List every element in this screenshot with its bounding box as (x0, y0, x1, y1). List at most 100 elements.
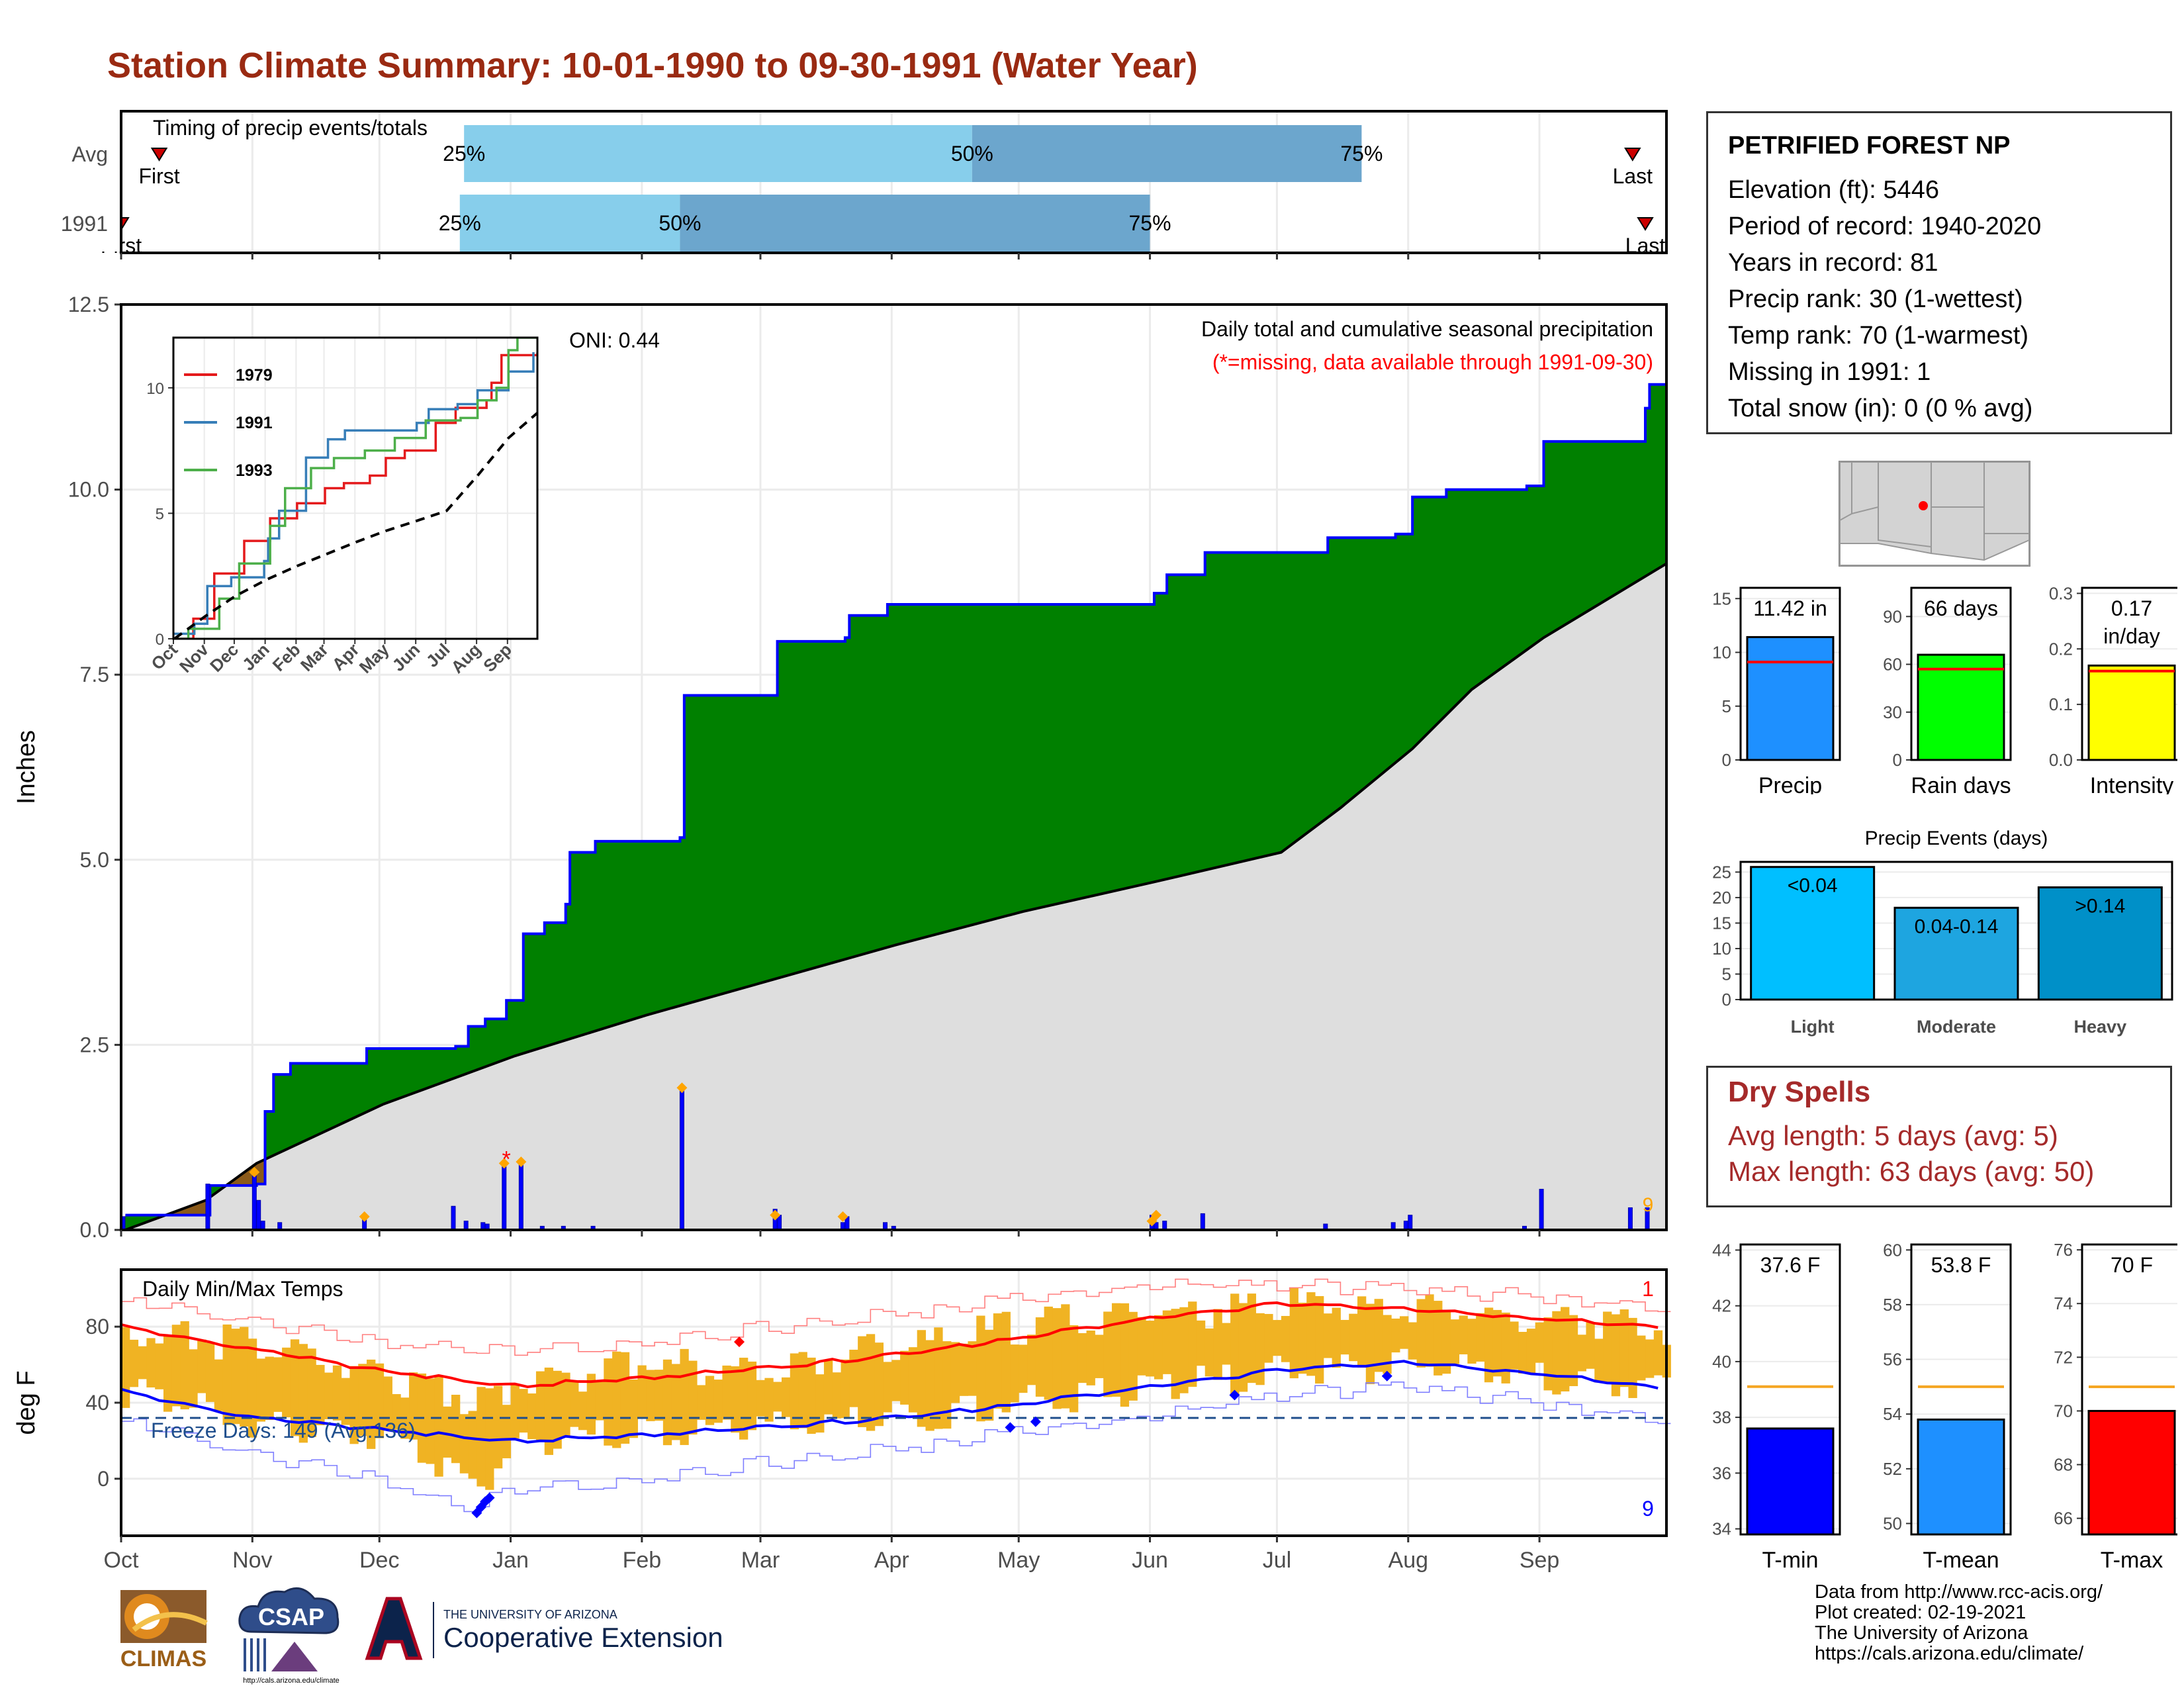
timing-frame-outline (120, 110, 1668, 254)
temp-daily-bar (1315, 1295, 1324, 1384)
temp-daily-bar (290, 1339, 300, 1436)
temp-daily-bar (798, 1352, 807, 1429)
temp-daily-bar (1653, 1330, 1663, 1376)
inset-y-tick-label: 0 (156, 631, 164, 649)
temp-daily-bar (1433, 1301, 1443, 1376)
temp-daily-bar (1484, 1307, 1494, 1383)
precip-cumulative-line (125, 383, 1666, 1217)
mini-y-tick-label: 36 (1712, 1463, 1731, 1483)
precip-events-bar (1750, 866, 1876, 1001)
temp-daily-bar (1196, 1320, 1206, 1366)
timing-last-label: Last (1613, 164, 1653, 188)
precip-daily-bar (256, 1199, 261, 1231)
temp-daily-bar (231, 1329, 240, 1425)
temp-x-tick-label: Oct (104, 1548, 139, 1573)
precip-chart-title: Daily total and cumulative seasonal prec… (1201, 317, 1653, 341)
temp-x-tick-label: Dec (359, 1548, 399, 1573)
precip-record-marker (359, 1211, 370, 1222)
temp-daily-bar (1044, 1306, 1053, 1400)
station-years: Years in record: 81 (1728, 249, 1938, 277)
precip-events-bar-label: <0.04 (1788, 875, 1838, 897)
temp-daily-bar (1264, 1313, 1273, 1363)
temp-daily-bar (950, 1342, 960, 1403)
precip-y-tick-label: 0.0 (80, 1218, 109, 1242)
temp-frame (120, 1268, 1668, 1537)
temp-daily-bar (155, 1343, 164, 1389)
temp-daily-bar (502, 1405, 512, 1458)
precip-average-line (124, 562, 1668, 1231)
precip-events-y-tick-label: 25 (1712, 862, 1731, 882)
temp-daily-bar (240, 1327, 249, 1427)
temp-daily-bar (349, 1366, 359, 1444)
temp-daily-bar (1289, 1288, 1298, 1379)
temp-daily-bar (189, 1349, 198, 1408)
temp-daily-bar (781, 1377, 791, 1417)
oni-value: ONI: 0.44 (569, 328, 660, 352)
ua-logo-line1: THE UNIVERSITY OF ARIZONA (443, 1608, 617, 1621)
temp-daily-bar (976, 1315, 985, 1422)
mini-y-tick-label: 74 (2054, 1293, 2073, 1313)
temp-daily-bar (883, 1362, 892, 1413)
csap-logo-mountain (271, 1642, 318, 1671)
precip-record-marker (516, 1156, 527, 1168)
temp-daily-bar (1425, 1294, 1434, 1367)
temp-daily-bar (620, 1352, 630, 1444)
mini-value-label-unit: in/day (2103, 624, 2160, 648)
temp-daily-bar (1399, 1316, 1409, 1349)
mini-value-bar (1746, 635, 1835, 761)
dry-spells-title: Dry Spells (1728, 1076, 1871, 1108)
precip-chart-subtitle: (*=missing, data available through 1991-… (1212, 350, 1653, 374)
map-mexico-white (1839, 539, 2030, 566)
inset-y-tick-label: 5 (156, 505, 164, 523)
temp-daily-bar (823, 1359, 833, 1415)
temp-daily-bar (1526, 1329, 1536, 1375)
credits: Data from http://www.rcc-acis.org/ Plot … (1815, 1582, 2103, 1664)
temp-daily-bar (1552, 1311, 1561, 1395)
temp-y-tick-label: 40 (85, 1391, 109, 1415)
csap-logo-url: http://cals.arizona.edu/climate (243, 1677, 340, 1685)
mini-y-tick-label: 54 (1883, 1404, 1902, 1424)
mini-category-label: Precip (1758, 773, 1822, 794)
timing-bar-50-75 (680, 195, 1150, 252)
temp-daily-bar (1255, 1313, 1265, 1385)
temp-daily-bar (1476, 1313, 1485, 1362)
precip-y-tick-label: 12.5 (68, 293, 109, 316)
temp-y-tick-label: 80 (85, 1315, 109, 1338)
temp-freeze-label: Freeze Days: 149 (Avg:136) (151, 1419, 416, 1442)
temp-daily-bar (985, 1329, 994, 1421)
temp-record-max-line (121, 1278, 1671, 1356)
temp-daily-bar (519, 1389, 528, 1433)
mini-value-bar (1917, 653, 2005, 761)
precip-daily-bar (463, 1221, 469, 1231)
temp-daily-bar (662, 1359, 672, 1446)
precip-y-axis-label: Inches (13, 730, 40, 804)
temp-y-axis-label: deg F (13, 1370, 40, 1434)
mini-panel-frame (1739, 586, 1841, 761)
temp-daily-bar (493, 1385, 503, 1469)
timing-first-marker (150, 148, 168, 162)
precip-events-category-label: Light (1791, 1017, 1835, 1037)
temp-daily-bar (671, 1364, 680, 1440)
temp-daily-bar (265, 1356, 274, 1421)
precip-events-category-label: Heavy (2074, 1017, 2127, 1037)
inset-series-line (174, 338, 537, 639)
timing-bar-25-50 (459, 195, 680, 252)
mini-y-tick-label: 0.2 (2049, 639, 2073, 659)
precip-events-y-tick-label: 20 (1712, 888, 1731, 908)
temp-daily-bar (1391, 1318, 1400, 1353)
precip-events-chart: Precip Events (days) 0 5 10 15 20 25 <0.04 Light… (1712, 827, 2173, 1037)
mini-value-bar (1917, 1418, 2005, 1536)
temp-daily-bar (1213, 1309, 1222, 1380)
temp-daily-bar (1019, 1344, 1028, 1393)
temp-daily-bar (1247, 1293, 1256, 1383)
temp-x-tick-label: May (997, 1548, 1040, 1573)
map-state-borders (1839, 462, 2029, 565)
temp-daily-bar (1306, 1292, 1316, 1376)
temp-daily-bar (180, 1321, 189, 1410)
temp-daily-bar (307, 1348, 316, 1437)
temp-daily-bar (747, 1361, 757, 1430)
temp-daily-bar (688, 1360, 698, 1435)
mini-y-tick-label: 0 (1893, 750, 1902, 770)
temp-daily-bar (138, 1346, 147, 1380)
temp-daily-bar (1365, 1303, 1375, 1385)
